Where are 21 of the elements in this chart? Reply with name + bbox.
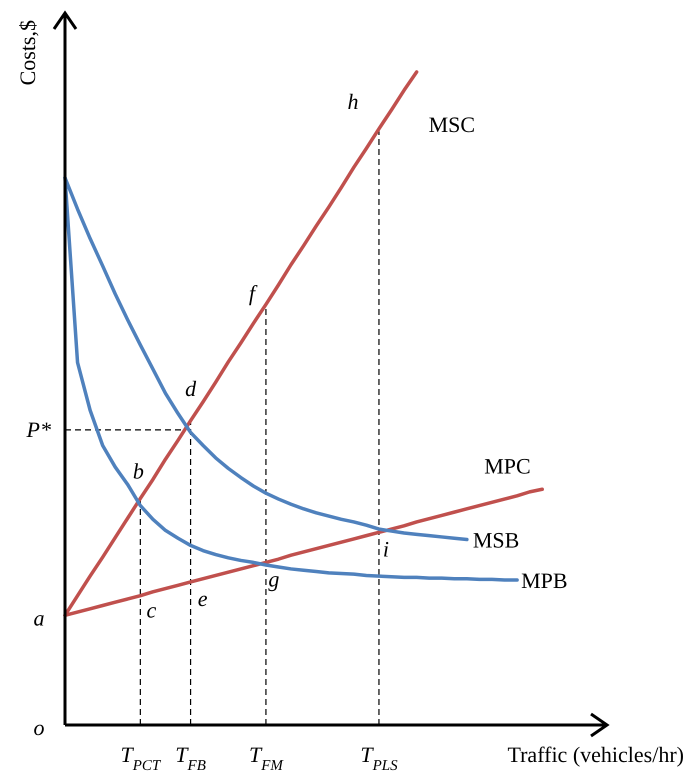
ref-line-label: P* <box>26 416 51 442</box>
series-label: MPB <box>521 568 568 594</box>
annotation: d <box>185 376 198 401</box>
x-tick-label: T$_{FB}$ <box>175 742 206 774</box>
annotation: f <box>248 280 258 306</box>
annotation: g <box>268 566 280 592</box>
annotation: b <box>132 458 144 484</box>
text: o <box>34 715 44 740</box>
y-axis-title: Costs,$ <box>15 20 40 86</box>
annotation: h <box>347 88 358 114</box>
x-tick-label: T$_{FM}$ <box>248 742 284 774</box>
text: a <box>34 605 44 630</box>
series-label: MSC <box>428 112 476 137</box>
annotation: i <box>382 536 390 562</box>
x-tick-label: T$_{PLS}$ <box>360 742 398 774</box>
x-tick-label: T$_{PCT}$ <box>120 742 162 774</box>
series-label: MSB <box>472 528 520 553</box>
x-axis-title: Traffic (vehicles/hr) <box>507 742 684 767</box>
annotation: e <box>198 586 208 611</box>
series-label: MPC <box>484 453 531 478</box>
annotation: c <box>146 598 156 623</box>
